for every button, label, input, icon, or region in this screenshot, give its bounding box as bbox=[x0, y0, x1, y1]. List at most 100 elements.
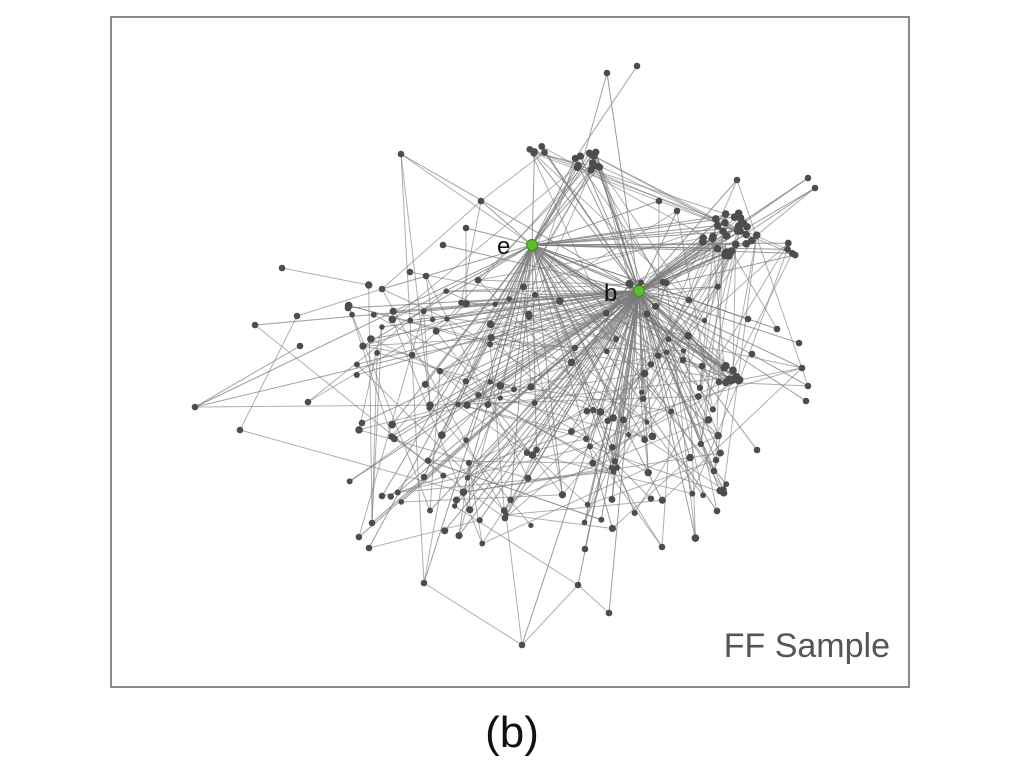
graph-edge bbox=[533, 152, 738, 232]
graph-node bbox=[466, 506, 474, 514]
graph-node bbox=[424, 457, 432, 464]
graph-node bbox=[484, 401, 492, 408]
graph-node bbox=[441, 527, 449, 535]
graph-node bbox=[586, 443, 594, 450]
graph-edge bbox=[699, 387, 719, 436]
graph-edge bbox=[489, 381, 649, 474]
graph-node bbox=[358, 419, 366, 427]
graph-node bbox=[365, 544, 373, 552]
graph-edge bbox=[368, 284, 373, 524]
graph-edge bbox=[423, 475, 444, 584]
graph-node bbox=[680, 348, 687, 354]
graph-node bbox=[365, 281, 373, 289]
graph-node bbox=[278, 264, 286, 272]
graph-node bbox=[644, 419, 650, 425]
graph-node bbox=[695, 393, 702, 400]
graph-node bbox=[462, 299, 470, 308]
graph-node bbox=[733, 227, 742, 235]
graph-edge bbox=[611, 255, 730, 469]
graph-node bbox=[663, 349, 670, 355]
graph-node bbox=[729, 366, 737, 375]
graph-edge bbox=[254, 324, 444, 477]
graph-edge bbox=[194, 345, 301, 408]
graph-edge bbox=[731, 250, 778, 330]
graph-node bbox=[610, 468, 617, 475]
graph-edge bbox=[457, 403, 587, 440]
hub-label-b: b bbox=[604, 280, 617, 307]
graph-edge bbox=[307, 318, 448, 403]
graph-node bbox=[611, 458, 618, 465]
graph-node bbox=[459, 488, 468, 497]
graph-edge bbox=[194, 404, 431, 408]
graph-edge bbox=[661, 367, 803, 501]
graph-node bbox=[355, 533, 363, 541]
graph-node bbox=[389, 307, 397, 315]
hub-node-e bbox=[526, 239, 538, 251]
graph-edge bbox=[638, 290, 800, 344]
graph-node bbox=[455, 532, 463, 540]
graph-edge bbox=[638, 290, 809, 387]
graph-node bbox=[426, 405, 433, 411]
graph-node bbox=[795, 339, 803, 347]
graph-edge bbox=[381, 200, 482, 290]
edge-layer bbox=[194, 65, 816, 646]
graph-node bbox=[798, 364, 806, 372]
graph-edge bbox=[531, 200, 660, 246]
graph-node bbox=[465, 459, 472, 467]
graph-edge bbox=[393, 310, 617, 340]
graph-node bbox=[685, 296, 693, 304]
graph-edge bbox=[713, 235, 758, 472]
graph-edge bbox=[381, 288, 507, 516]
graph-node bbox=[523, 449, 531, 456]
graph-node bbox=[784, 245, 791, 253]
graph-node bbox=[558, 491, 567, 499]
graph-node bbox=[443, 288, 449, 295]
graph-edge bbox=[477, 162, 593, 281]
hub-layer: e b bbox=[497, 233, 645, 307]
graph-edge bbox=[427, 460, 602, 521]
graph-node bbox=[773, 325, 781, 333]
graph-node bbox=[429, 316, 436, 323]
graph-edge bbox=[393, 438, 506, 519]
graph-edge bbox=[446, 284, 631, 292]
graph-node bbox=[598, 516, 605, 523]
graph-node bbox=[725, 252, 733, 260]
graph-node bbox=[420, 579, 428, 587]
graph-edge bbox=[392, 164, 579, 320]
graph-edge bbox=[523, 225, 718, 288]
graph-node bbox=[422, 272, 430, 280]
graph-edge bbox=[491, 313, 648, 339]
graph-node bbox=[648, 432, 657, 441]
graph-node bbox=[744, 315, 752, 323]
graph-node bbox=[700, 492, 706, 499]
graph-node bbox=[720, 363, 728, 372]
graph-edge bbox=[589, 290, 640, 447]
graph-edge bbox=[391, 290, 640, 437]
graph-edge bbox=[739, 249, 789, 381]
graph-edge bbox=[356, 290, 640, 365]
graph-edge bbox=[642, 179, 738, 399]
graph-node bbox=[609, 443, 616, 451]
graph-edge bbox=[638, 286, 718, 292]
graph-node bbox=[518, 641, 526, 649]
graph-edge bbox=[513, 244, 533, 390]
graph-edge bbox=[465, 244, 533, 441]
graph-edge bbox=[521, 584, 579, 646]
graph-node bbox=[788, 249, 796, 257]
graph-edge bbox=[739, 367, 803, 381]
graph-edge bbox=[510, 419, 709, 501]
graph-node bbox=[708, 234, 717, 243]
graph-node bbox=[713, 221, 722, 230]
graph-node bbox=[716, 487, 724, 495]
graph-edge bbox=[529, 148, 690, 301]
graph-node bbox=[652, 302, 659, 310]
graph-node bbox=[528, 451, 537, 459]
graph-node bbox=[802, 397, 810, 405]
graph-edge bbox=[531, 244, 719, 437]
graph-node bbox=[721, 210, 730, 218]
graph-edge bbox=[429, 290, 640, 409]
graph-node bbox=[608, 524, 617, 533]
graph-node bbox=[731, 240, 740, 249]
graph-edge bbox=[638, 290, 721, 454]
graph-node bbox=[555, 297, 564, 305]
